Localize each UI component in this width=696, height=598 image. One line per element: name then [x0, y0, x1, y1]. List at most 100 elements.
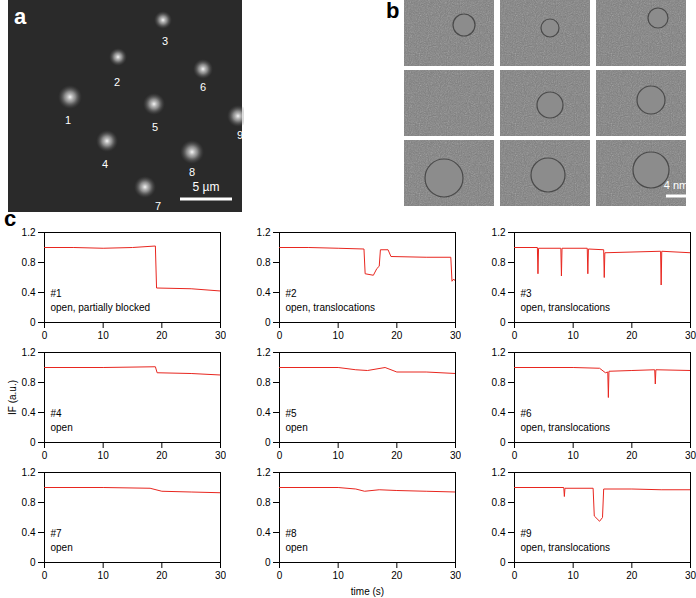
- svg-text:10: 10: [98, 330, 110, 341]
- svg-text:5: 5: [152, 121, 158, 133]
- svg-text:5 µm: 5 µm: [193, 180, 220, 194]
- svg-text:0: 0: [500, 317, 506, 328]
- svg-text:#3: #3: [521, 288, 533, 299]
- svg-text:#2: #2: [286, 288, 298, 299]
- svg-text:10: 10: [568, 330, 580, 341]
- svg-text:0.4: 0.4: [257, 527, 271, 538]
- svg-text:30: 30: [215, 450, 226, 461]
- svg-text:0: 0: [30, 437, 36, 448]
- svg-text:IF (a.u.): IF (a.u.): [7, 380, 18, 415]
- svg-text:10: 10: [98, 450, 110, 461]
- svg-text:1.2: 1.2: [492, 467, 506, 478]
- svg-text:0.4: 0.4: [22, 527, 36, 538]
- svg-text:0.8: 0.8: [257, 497, 271, 508]
- svg-text:8: 8: [189, 166, 195, 178]
- svg-text:0: 0: [500, 437, 506, 448]
- svg-text:open, translocations: open, translocations: [521, 302, 611, 313]
- svg-text:10: 10: [333, 570, 345, 581]
- svg-text:20: 20: [391, 450, 403, 461]
- svg-text:0: 0: [277, 450, 283, 461]
- svg-text:open, translocations: open, translocations: [521, 422, 611, 433]
- svg-text:#9: #9: [521, 528, 533, 539]
- svg-text:open: open: [51, 422, 73, 433]
- svg-text:30: 30: [215, 330, 226, 341]
- svg-text:0.4: 0.4: [492, 407, 506, 418]
- svg-text:time (s): time (s): [351, 586, 384, 597]
- svg-text:0.4: 0.4: [22, 407, 36, 418]
- svg-text:#4: #4: [51, 408, 63, 419]
- svg-text:0: 0: [42, 330, 48, 341]
- svg-text:20: 20: [156, 330, 168, 341]
- svg-text:20: 20: [391, 330, 403, 341]
- svg-text:1.2: 1.2: [492, 227, 506, 238]
- svg-text:a: a: [14, 4, 27, 29]
- svg-text:0.8: 0.8: [492, 497, 506, 508]
- svg-text:3: 3: [162, 35, 168, 47]
- svg-text:open: open: [286, 542, 308, 553]
- svg-text:0.4: 0.4: [22, 287, 36, 298]
- svg-text:0.8: 0.8: [492, 377, 506, 388]
- svg-text:0.8: 0.8: [22, 257, 36, 268]
- svg-text:#1: #1: [51, 288, 63, 299]
- svg-text:open: open: [286, 422, 308, 433]
- svg-text:0.8: 0.8: [257, 377, 271, 388]
- svg-text:4: 4: [102, 158, 108, 170]
- svg-text:0: 0: [30, 317, 36, 328]
- svg-text:10: 10: [568, 450, 580, 461]
- svg-text:1.2: 1.2: [22, 467, 36, 478]
- svg-text:0.8: 0.8: [22, 497, 36, 508]
- svg-text:#8: #8: [286, 528, 298, 539]
- svg-text:0: 0: [512, 330, 518, 341]
- svg-text:1.2: 1.2: [257, 227, 271, 238]
- svg-text:10: 10: [333, 330, 345, 341]
- svg-text:1.2: 1.2: [492, 347, 506, 358]
- svg-text:#5: #5: [286, 408, 298, 419]
- svg-text:0: 0: [265, 317, 271, 328]
- svg-text:1.2: 1.2: [22, 347, 36, 358]
- svg-text:open, translocations: open, translocations: [286, 302, 376, 313]
- svg-text:0: 0: [265, 557, 271, 568]
- svg-text:open, translocations: open, translocations: [521, 542, 611, 553]
- svg-text:0: 0: [42, 570, 48, 581]
- svg-text:0: 0: [277, 570, 283, 581]
- svg-text:1.2: 1.2: [257, 467, 271, 478]
- svg-text:0.4: 0.4: [492, 287, 506, 298]
- svg-text:1.2: 1.2: [257, 347, 271, 358]
- svg-text:30: 30: [685, 330, 696, 341]
- svg-text:20: 20: [626, 330, 638, 341]
- svg-text:0.8: 0.8: [257, 257, 271, 268]
- svg-text:0: 0: [265, 437, 271, 448]
- svg-text:10: 10: [98, 570, 110, 581]
- svg-text:0: 0: [277, 330, 283, 341]
- svg-text:0.4: 0.4: [257, 287, 271, 298]
- svg-text:30: 30: [215, 570, 226, 581]
- svg-text:open: open: [51, 542, 73, 553]
- svg-text:0: 0: [512, 450, 518, 461]
- svg-text:4 nm: 4 nm: [664, 179, 688, 191]
- svg-text:30: 30: [685, 570, 696, 581]
- svg-text:#6: #6: [521, 408, 533, 419]
- svg-text:9: 9: [237, 129, 243, 141]
- svg-text:1: 1: [65, 114, 71, 126]
- svg-text:7: 7: [155, 200, 161, 212]
- svg-text:0.8: 0.8: [22, 377, 36, 388]
- svg-text:20: 20: [156, 570, 168, 581]
- svg-text:20: 20: [626, 450, 638, 461]
- svg-text:1.2: 1.2: [22, 227, 36, 238]
- svg-text:0: 0: [500, 557, 506, 568]
- svg-text:0.4: 0.4: [257, 407, 271, 418]
- svg-text:20: 20: [626, 570, 638, 581]
- svg-text:10: 10: [333, 450, 345, 461]
- svg-text:0: 0: [30, 557, 36, 568]
- svg-text:2: 2: [114, 76, 120, 88]
- svg-text:0.8: 0.8: [492, 257, 506, 268]
- svg-text:#7: #7: [51, 528, 63, 539]
- svg-text:6: 6: [200, 81, 206, 93]
- svg-text:0.4: 0.4: [492, 527, 506, 538]
- svg-text:10: 10: [568, 570, 580, 581]
- svg-text:open, partially blocked: open, partially blocked: [51, 302, 151, 313]
- svg-text:30: 30: [450, 450, 461, 461]
- svg-text:30: 30: [685, 450, 696, 461]
- svg-text:0: 0: [512, 570, 518, 581]
- svg-text:20: 20: [156, 450, 168, 461]
